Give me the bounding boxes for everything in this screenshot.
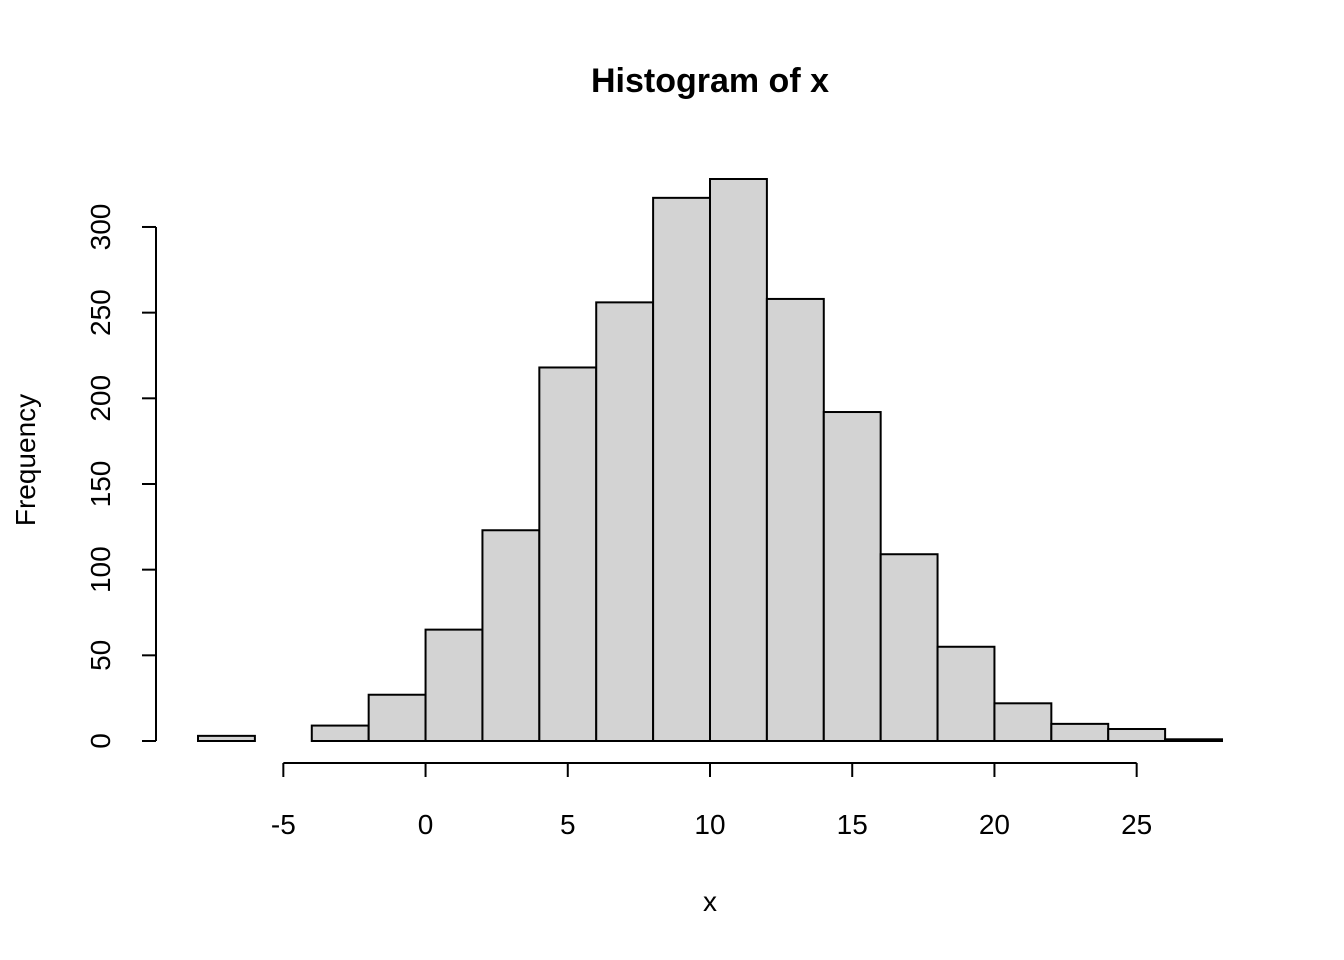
- histogram-bar: [367, 693, 427, 742]
- y-axis: 0 50 100 150 200 250 300: [85, 204, 157, 749]
- histogram-bar: [1050, 722, 1110, 742]
- histogram-bar: [936, 645, 996, 743]
- histogram-bar: [595, 301, 655, 742]
- y-tick-label: 150: [85, 461, 116, 508]
- histogram-bar: [310, 724, 370, 743]
- histogram-bar: [538, 366, 598, 742]
- y-tick-label: 300: [85, 204, 116, 251]
- x-tick-label: 15: [837, 809, 868, 840]
- x-axis: -5 0 5 10 15 20 25: [271, 762, 1152, 840]
- y-tick-label: 50: [85, 640, 116, 671]
- y-tick-label: 100: [85, 546, 116, 593]
- histogram-bar: [481, 529, 541, 742]
- histogram-bar: [197, 734, 256, 742]
- histogram-bar: [1107, 728, 1167, 743]
- y-tick-label: 250: [85, 289, 116, 336]
- y-tick-label: 0: [85, 733, 116, 749]
- x-tick-label: -5: [271, 809, 296, 840]
- x-tick-label: 10: [694, 809, 725, 840]
- histogram-bar: [424, 628, 484, 742]
- histogram-bar: [822, 411, 882, 742]
- histogram-bar: [993, 702, 1053, 742]
- histogram-bar: [765, 297, 825, 742]
- y-axis-label: Frequency: [10, 394, 41, 526]
- x-tick-label: 0: [418, 809, 434, 840]
- bars-group: [197, 178, 1223, 743]
- chart-title: Histogram of x: [591, 62, 829, 100]
- x-tick-label: 25: [1121, 809, 1152, 840]
- x-tick-label: 20: [979, 809, 1010, 840]
- y-tick-label: 200: [85, 375, 116, 422]
- histogram-bar: [709, 178, 768, 742]
- x-tick-label: 5: [560, 809, 576, 840]
- histogram-bar: [652, 196, 711, 743]
- histogram-bar: [1164, 738, 1223, 742]
- x-axis-label: x: [703, 886, 717, 917]
- histogram-bar: [879, 553, 939, 742]
